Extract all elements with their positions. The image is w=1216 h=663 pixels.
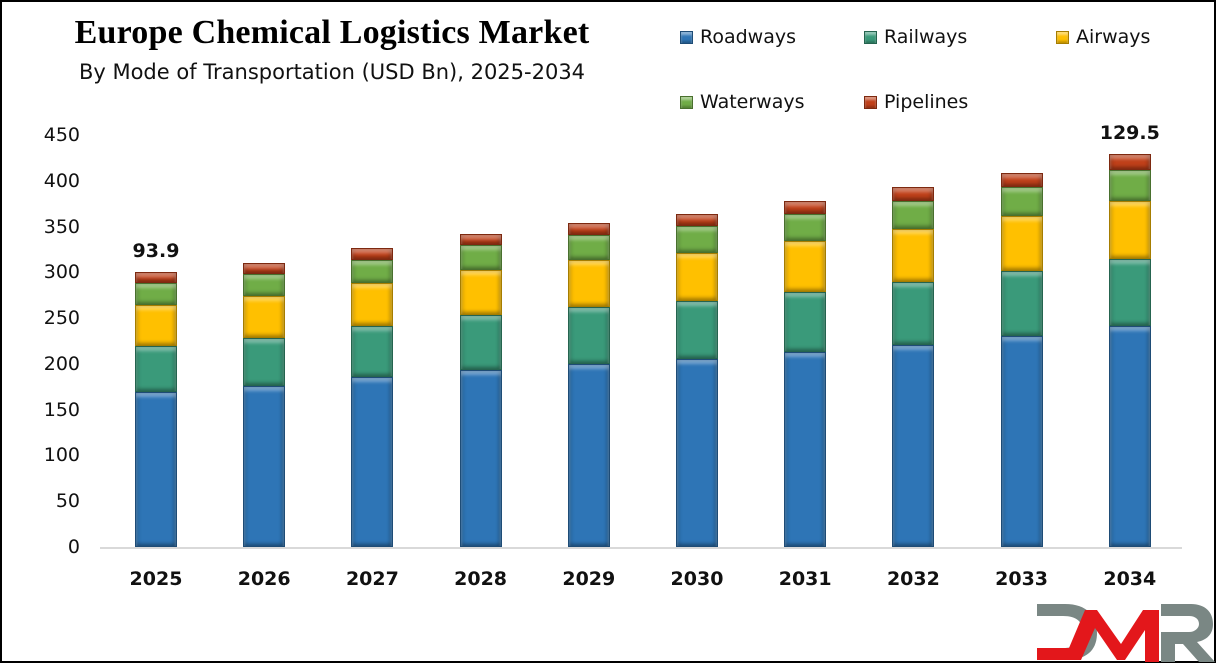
y-tick-label: 450 (43, 124, 80, 146)
bar-segment-pipelines (351, 247, 394, 260)
bar-segment-roadways (351, 376, 394, 547)
y-tick-label: 300 (43, 261, 80, 284)
legend-label: Railways (884, 26, 968, 48)
bar-segment-waterways (892, 200, 935, 230)
legend-swatch-airways-icon (1056, 30, 1069, 44)
bar-segment-roadways (1108, 326, 1151, 547)
bar-segment-waterways (243, 274, 286, 297)
x-tick-label: 2028 (454, 568, 508, 590)
bar-segment-waterways (459, 244, 502, 270)
y-tick-label: 0 (67, 536, 80, 558)
bar-segment-pipelines (1000, 172, 1043, 188)
legend-swatch-pipelines-icon (864, 95, 877, 109)
bar-segment-airways (567, 260, 610, 308)
bar-segment-railways (243, 338, 286, 386)
bar-segment-airways (135, 305, 177, 346)
legend-item-pipelines: Pipelines (864, 91, 968, 113)
bar-segment-railways (784, 292, 827, 352)
legend-label: Waterways (700, 91, 805, 113)
legend-swatch-roadways-icon (680, 30, 693, 44)
x-axis-line (100, 547, 1182, 549)
dmr-logo-icon (1037, 604, 1215, 662)
bar-segment-railways (1000, 271, 1043, 337)
legend-item-airways: Airways (1056, 26, 1150, 48)
data-label-2025: 93.9 (132, 240, 180, 263)
bar-segment-roadways (459, 370, 502, 547)
bar-segment-waterways (351, 259, 394, 284)
bar-segment-waterways (1108, 169, 1151, 201)
bar-segment-waterways (676, 225, 718, 254)
bar-segment-railways (135, 345, 177, 393)
y-tick-label: 100 (43, 444, 80, 467)
x-tick-label: 2033 (995, 568, 1049, 590)
y-tick-label: 350 (43, 215, 80, 238)
bar-segment-waterways (1000, 187, 1043, 217)
bar-segment-airways (1000, 216, 1043, 272)
bar-segment-pipelines (1108, 154, 1151, 170)
bar-segment-roadways (243, 385, 286, 547)
bar-segment-airways (1108, 200, 1151, 259)
bar-segment-airways (459, 269, 502, 316)
chart-title: Europe Chemical Logistics Market (74, 14, 590, 51)
x-tick-label: 2030 (670, 568, 724, 590)
bar-segment-roadways (892, 344, 935, 547)
y-tick-label: 400 (43, 169, 80, 192)
bar-segment-railways (892, 282, 935, 345)
bar-segment-airways (784, 241, 827, 293)
chart-legend: Roadways Railways Airways Waterways Pipe… (2, 2, 1214, 122)
x-tick-label: 2025 (129, 568, 183, 590)
legend-item-waterways: Waterways (680, 91, 805, 113)
bar-segment-airways (243, 296, 286, 339)
legend-swatch-waterways-icon (680, 95, 693, 109)
bar-segment-railways (351, 326, 394, 377)
legend-label: Pipelines (884, 91, 969, 113)
y-tick-label: 200 (43, 352, 80, 375)
bar-segment-railways (459, 315, 502, 371)
x-tick-label: 2029 (562, 568, 616, 590)
x-tick-label: 2027 (345, 568, 399, 590)
bar-segment-roadways (567, 363, 610, 547)
bar-segment-pipelines (892, 187, 935, 201)
bar-segment-pipelines (567, 222, 610, 235)
y-tick-label: 50 (55, 490, 80, 513)
legend-label: Roadways (700, 26, 797, 48)
bar-segment-railways (676, 300, 718, 360)
bar-segment-pipelines (135, 272, 177, 284)
bar-segment-railways (1108, 258, 1151, 327)
bar-segment-waterways (784, 213, 827, 242)
legend-swatch-railways-icon (864, 30, 877, 44)
legend-item-railways: Railways (864, 26, 967, 48)
bar-segment-roadways (784, 351, 827, 547)
bar-segment-pipelines (459, 233, 502, 245)
legend-label: Airways (1076, 26, 1151, 48)
bar-segment-railways (567, 307, 610, 364)
x-tick-label: 2034 (1103, 568, 1157, 590)
bar-segment-roadways (1000, 336, 1043, 547)
data-label-2034: 129.5 (1099, 122, 1160, 145)
x-tick-label: 2026 (237, 568, 291, 590)
bar-segment-roadways (676, 359, 718, 547)
bar-segment-pipelines (784, 200, 827, 214)
bar-segment-waterways (567, 234, 610, 261)
bar-segment-pipelines (243, 263, 286, 275)
y-tick-label: 150 (43, 398, 80, 421)
bar-segment-airways (676, 253, 718, 301)
bar-segment-airways (892, 229, 935, 283)
x-tick-label: 2032 (886, 568, 940, 590)
bar-segment-waterways (135, 283, 177, 306)
y-tick-label: 250 (43, 307, 80, 330)
bar-segment-airways (351, 283, 394, 327)
x-tick-label: 2031 (778, 568, 832, 590)
bar-segment-pipelines (676, 213, 718, 226)
chart-subtitle: By Mode of Transportation (USD Bn), 2025… (78, 60, 586, 84)
bar-segment-roadways (135, 392, 177, 547)
legend-item-roadways: Roadways (680, 26, 796, 48)
